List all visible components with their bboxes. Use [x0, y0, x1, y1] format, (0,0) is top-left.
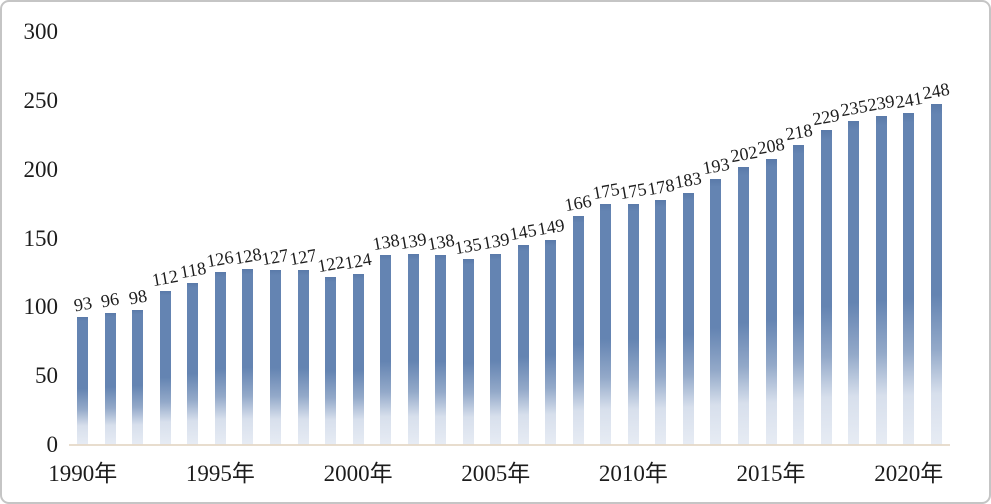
x-tick-label-2000: 2000年 [323, 461, 393, 486]
bar-value-label-2020: 241 [893, 88, 924, 113]
bar-1994 [187, 282, 199, 445]
bar-value-label-2013: 193 [700, 154, 732, 179]
bar-2004 [462, 259, 474, 445]
bar-value-label-2016: 218 [783, 119, 814, 145]
bar-value-label-1993: 112 [150, 265, 181, 290]
bar-2021 [930, 103, 942, 445]
bar-value-label-1996: 128 [232, 243, 263, 268]
bar-2020 [903, 113, 915, 445]
y-tick-label-0: 0 [46, 432, 59, 457]
x-tick-label-1995: 1995年 [185, 461, 255, 486]
y-tick-label-200: 200 [23, 156, 59, 182]
bar-value-label-1995: 126 [205, 246, 236, 271]
bar-2006 [517, 245, 529, 445]
x-tick-label-2020: 2020年 [874, 461, 944, 486]
bar-1991 [104, 312, 116, 445]
bar-value-label-2001: 138 [370, 229, 401, 255]
bar-value-label-1994: 118 [178, 257, 208, 282]
x-tick-label-2010: 2010年 [598, 461, 668, 486]
bar-1990 [77, 316, 89, 445]
bar-1996 [242, 268, 254, 445]
bar-2005 [490, 253, 502, 445]
bar-2002 [407, 253, 419, 445]
y-tick-label-250: 250 [23, 87, 59, 113]
bar-value-label-2019: 239 [866, 90, 897, 116]
bar-value-label-2003: 138 [425, 229, 456, 255]
bar-1997 [269, 270, 281, 445]
x-axis-line [69, 444, 950, 446]
bar-1993 [159, 290, 171, 445]
bar-value-label-2011: 178 [645, 174, 676, 200]
bar-2018 [848, 121, 860, 445]
bar-2019 [875, 115, 887, 445]
bar-value-label-2006: 145 [508, 220, 539, 245]
bar-1992 [132, 310, 144, 445]
x-tick-label-2005: 2005年 [461, 461, 531, 486]
bar-2010 [627, 204, 639, 445]
x-tick-label-1990: 1990年 [48, 461, 118, 486]
bar-value-label-2002: 139 [398, 228, 429, 253]
bar-value-label-1991: 96 [99, 288, 121, 312]
bar-value-label-1997: 127 [260, 244, 291, 270]
bar-value-label-1990: 93 [72, 292, 94, 316]
bar-value-label-2009: 175 [590, 178, 621, 204]
bar-2013 [710, 179, 722, 445]
bar-value-label-2000: 124 [343, 249, 374, 274]
bar-2017 [820, 129, 832, 445]
bar-2008 [572, 216, 584, 445]
bar-2000 [352, 274, 364, 445]
bar-value-label-2021: 248 [921, 78, 952, 103]
bar-value-label-2010: 175 [618, 178, 649, 204]
bar-1998 [297, 270, 309, 445]
bar-2003 [435, 255, 447, 445]
bar-2007 [545, 239, 557, 445]
bar-value-label-2015: 208 [756, 133, 787, 158]
bar-2016 [793, 144, 805, 445]
y-tick-label-150: 150 [23, 225, 59, 251]
x-tick-label-2015: 2015年 [736, 461, 806, 486]
bar-value-label-1992: 98 [127, 285, 149, 309]
bar-value-label-2014: 202 [728, 141, 759, 167]
bar-2014 [738, 166, 750, 445]
y-tick-label-100: 100 [23, 294, 59, 320]
bar-value-label-2008: 166 [563, 191, 594, 216]
bar-2011 [655, 199, 667, 445]
bar-2009 [600, 204, 612, 445]
bar-1999 [325, 277, 337, 445]
bar-2001 [380, 255, 392, 445]
y-tick-label-50: 50 [35, 363, 58, 389]
bar-2015 [765, 158, 777, 445]
bar-value-label-2005: 139 [480, 228, 511, 253]
y-tick-label-300: 300 [23, 19, 59, 44]
bar-value-label-1998: 127 [287, 244, 319, 270]
bar-value-label-1999: 122 [315, 251, 346, 277]
bar-value-label-2017: 229 [811, 104, 842, 129]
bar-1995 [214, 271, 226, 445]
bar-value-label-2018: 235 [838, 96, 869, 121]
bar-2012 [682, 193, 694, 445]
bar-value-label-2012: 183 [673, 167, 704, 193]
bar-value-label-2004: 135 [453, 233, 484, 259]
bar-value-label-2007: 149 [535, 214, 566, 240]
